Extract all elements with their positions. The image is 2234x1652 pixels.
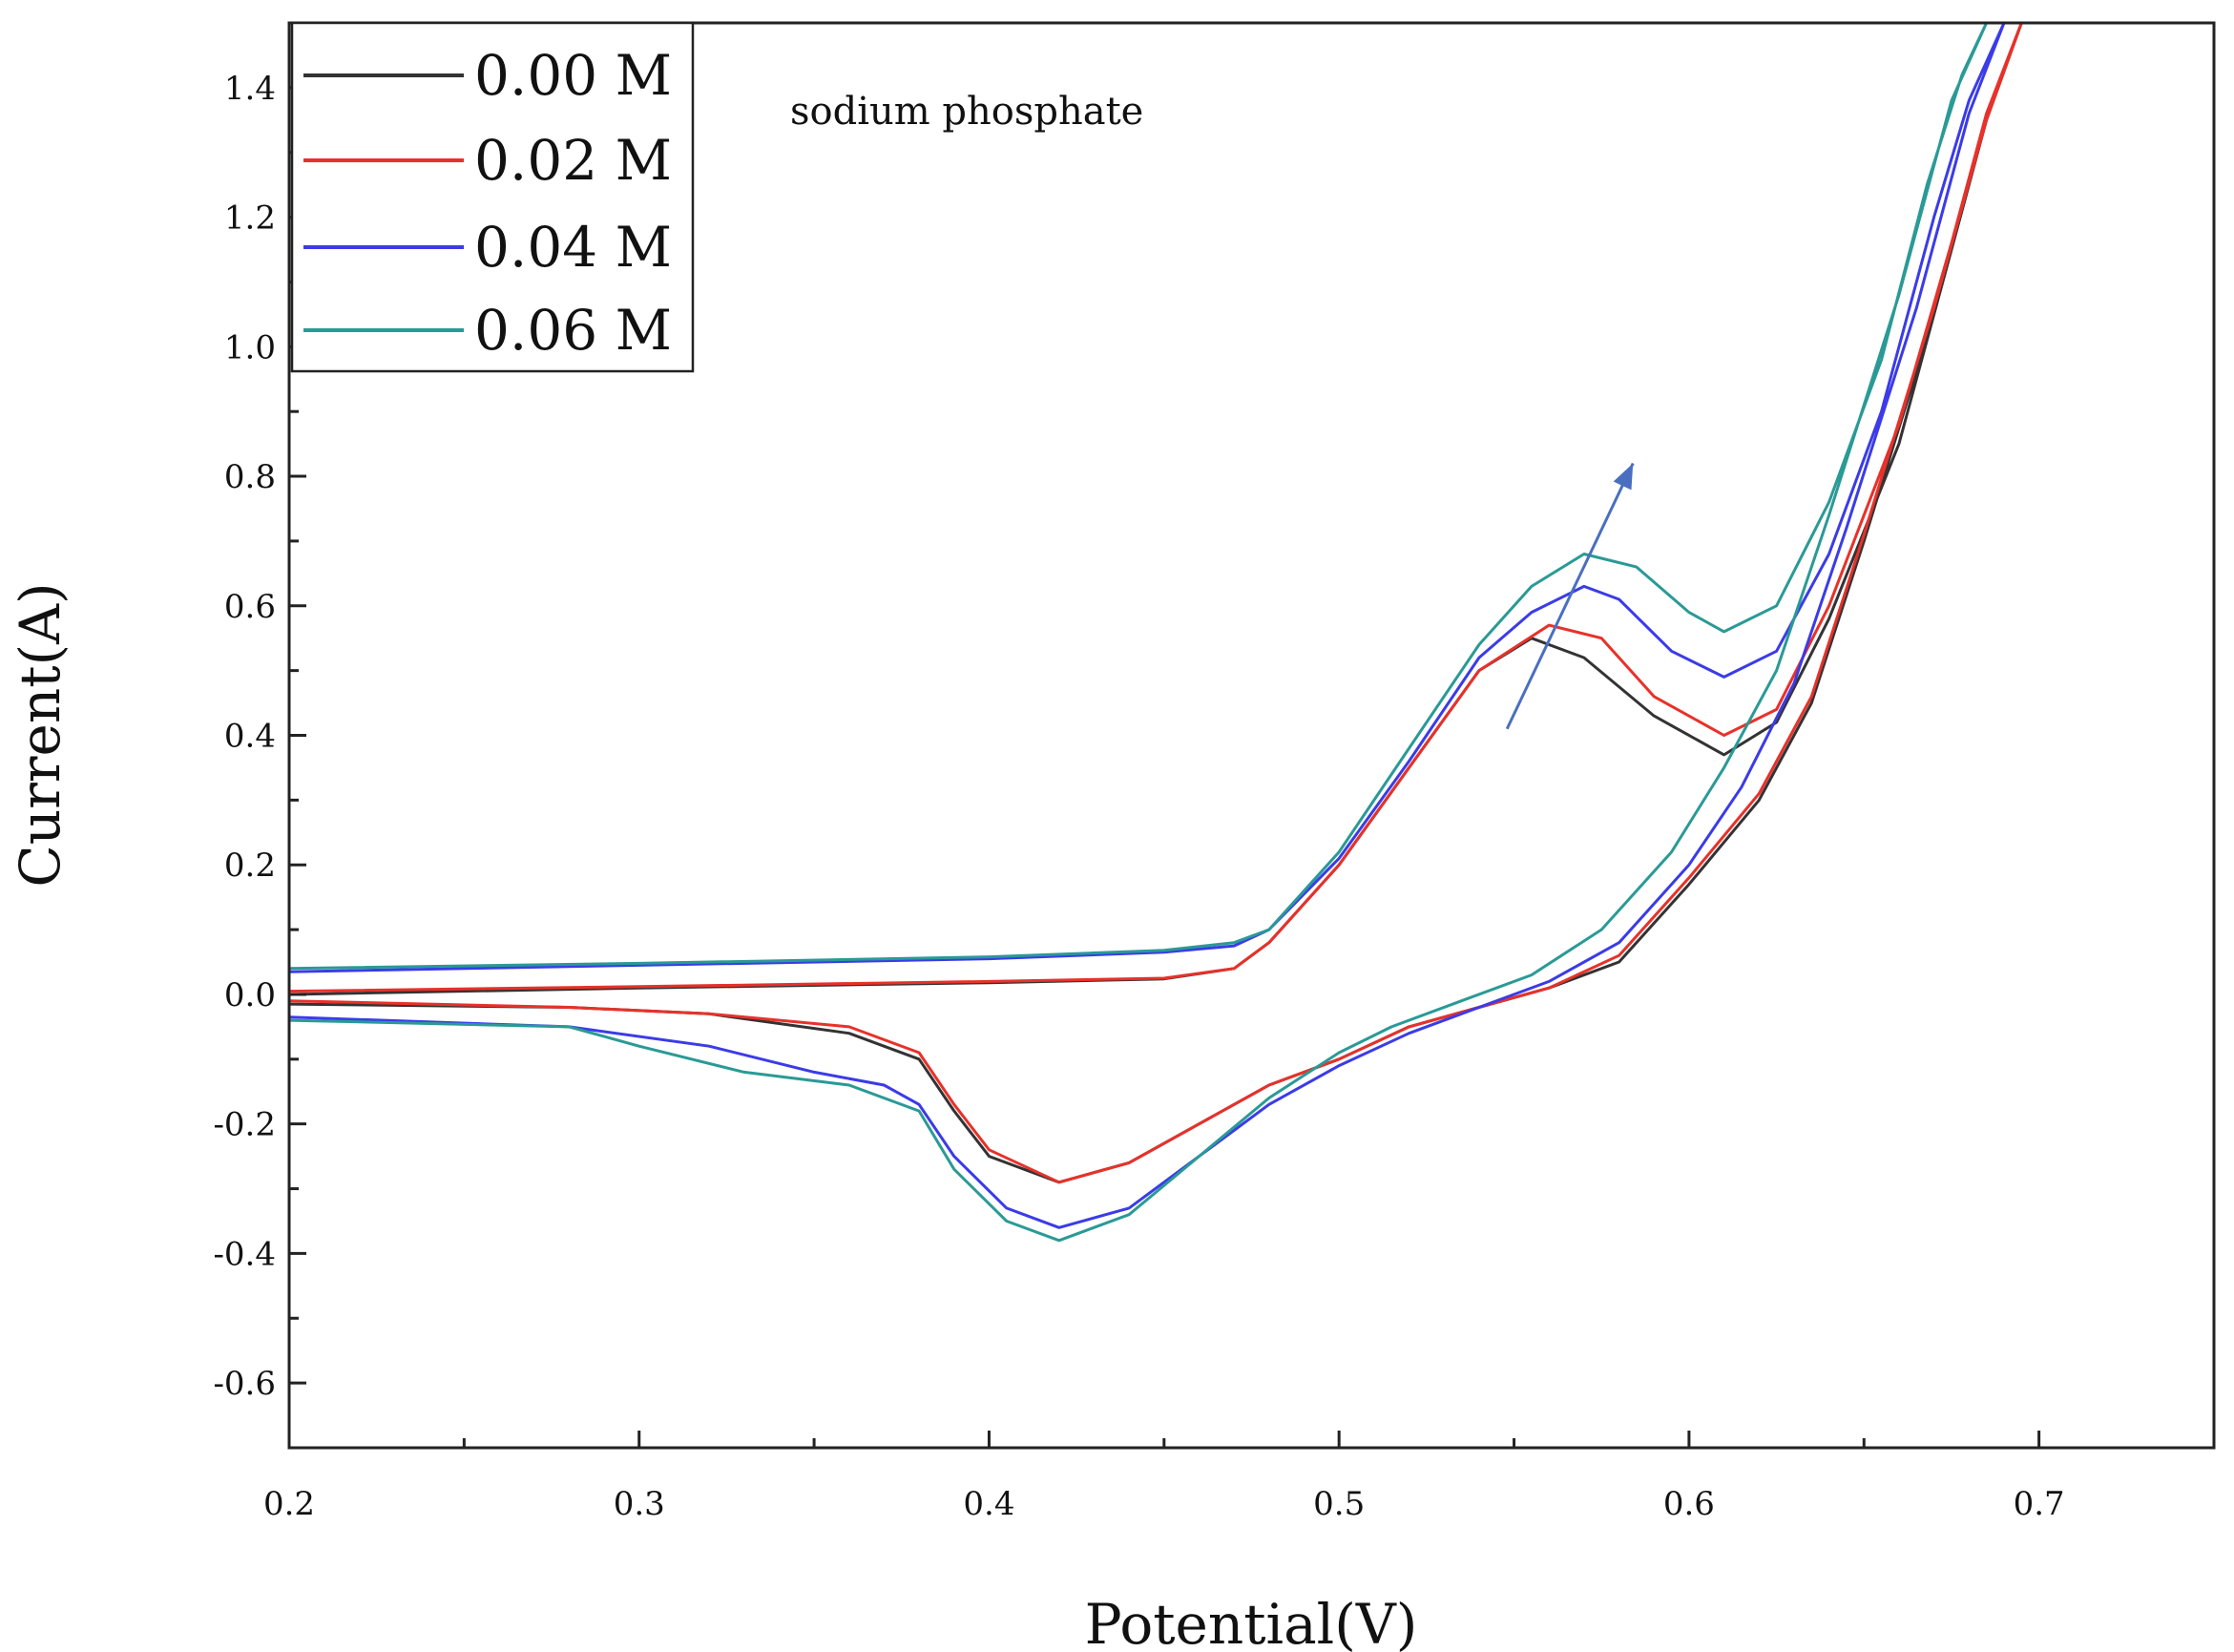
y-tick-label: -0.2: [213, 1106, 276, 1144]
x-tick-label: 0.7: [2014, 1485, 2065, 1523]
series-line: [289, 23, 1989, 1243]
legend-label: 0.04 M: [474, 215, 672, 280]
y-tick-label: 0.2: [224, 847, 276, 885]
y-tick-label: 0.8: [224, 458, 276, 496]
legend-label: 0.00 M: [474, 43, 672, 108]
y-tick-label: 0.6: [224, 588, 276, 626]
series-line: [289, 23, 2006, 1229]
chart-annotation: sodium phosphate: [790, 90, 1143, 134]
arrow-head: [1613, 463, 1634, 491]
x-tick-label: 0.3: [614, 1485, 665, 1523]
legend: 0.00 M 0.02 M 0.04 M 0.06 M: [290, 21, 695, 373]
y-tick-label: 1.2: [224, 199, 276, 238]
x-axis-title: Potential(V): [1085, 1592, 1418, 1652]
y-tick-label: 1.0: [224, 328, 276, 366]
ticks-layer: 0.2 0.3 0.4 0.5 0.6 0.7 -0.6 -0.4 -0.2 0.0 0.2 0.4 0…: [213, 70, 2064, 1523]
y-tick-label: -0.4: [213, 1235, 276, 1273]
y-tick-label: -0.6: [213, 1365, 276, 1403]
legend-label: 0.02 M: [474, 128, 672, 193]
y-tick-label: 1.4: [224, 70, 276, 108]
trend-arrow: [1505, 462, 1635, 730]
series-line: [289, 23, 2023, 1184]
x-tick-label: 0.2: [263, 1485, 315, 1523]
series-layer: [289, 23, 2023, 1243]
y-axis-title: Current(A): [8, 582, 73, 887]
x-tick-label: 0.4: [963, 1485, 1014, 1523]
legend-label: 0.06 M: [474, 298, 672, 363]
y-tick-label: 0.4: [224, 718, 276, 756]
x-tick-label: 0.5: [1313, 1485, 1365, 1523]
legend-box: [290, 21, 695, 373]
y-tick-label: 0.0: [224, 976, 276, 1014]
arrow-shaft: [1505, 462, 1635, 730]
x-tick-label: 0.6: [1663, 1485, 1715, 1523]
